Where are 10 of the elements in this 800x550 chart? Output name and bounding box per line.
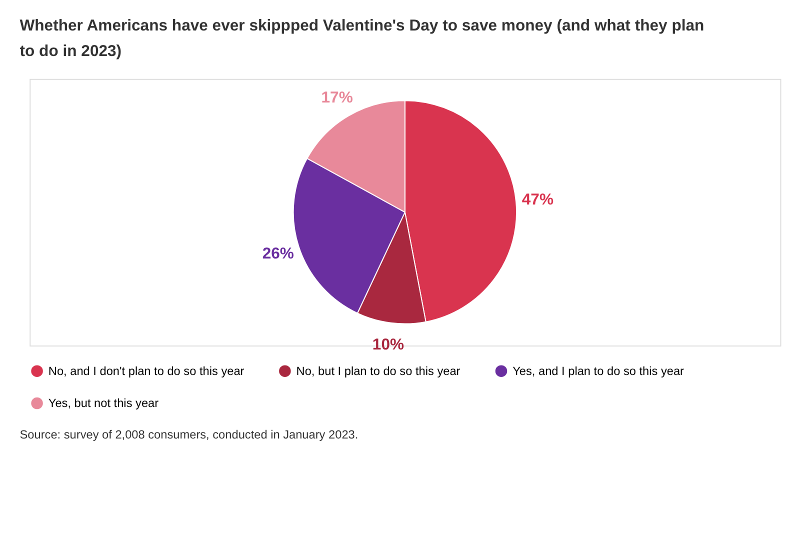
legend-label: No, but I plan to do so this year [296, 364, 460, 378]
legend-label: No, and I don't plan to do so this year [48, 364, 244, 378]
data-label: 10% [372, 336, 404, 354]
data-label: 26% [262, 245, 294, 262]
source-note: Source: survey of 2,008 consumers, conducted in January 2023. [20, 427, 358, 442]
chart-title: Whether Americans have ever skippped Valentine's Day to save money (and what they plan to do in 2023) [20, 17, 704, 60]
legend-label: Yes, and I plan to do so this year [512, 364, 684, 378]
data-label: 17% [321, 89, 353, 106]
data-label: 47% [522, 192, 554, 209]
legend-label: Yes, but not this year [48, 396, 159, 410]
